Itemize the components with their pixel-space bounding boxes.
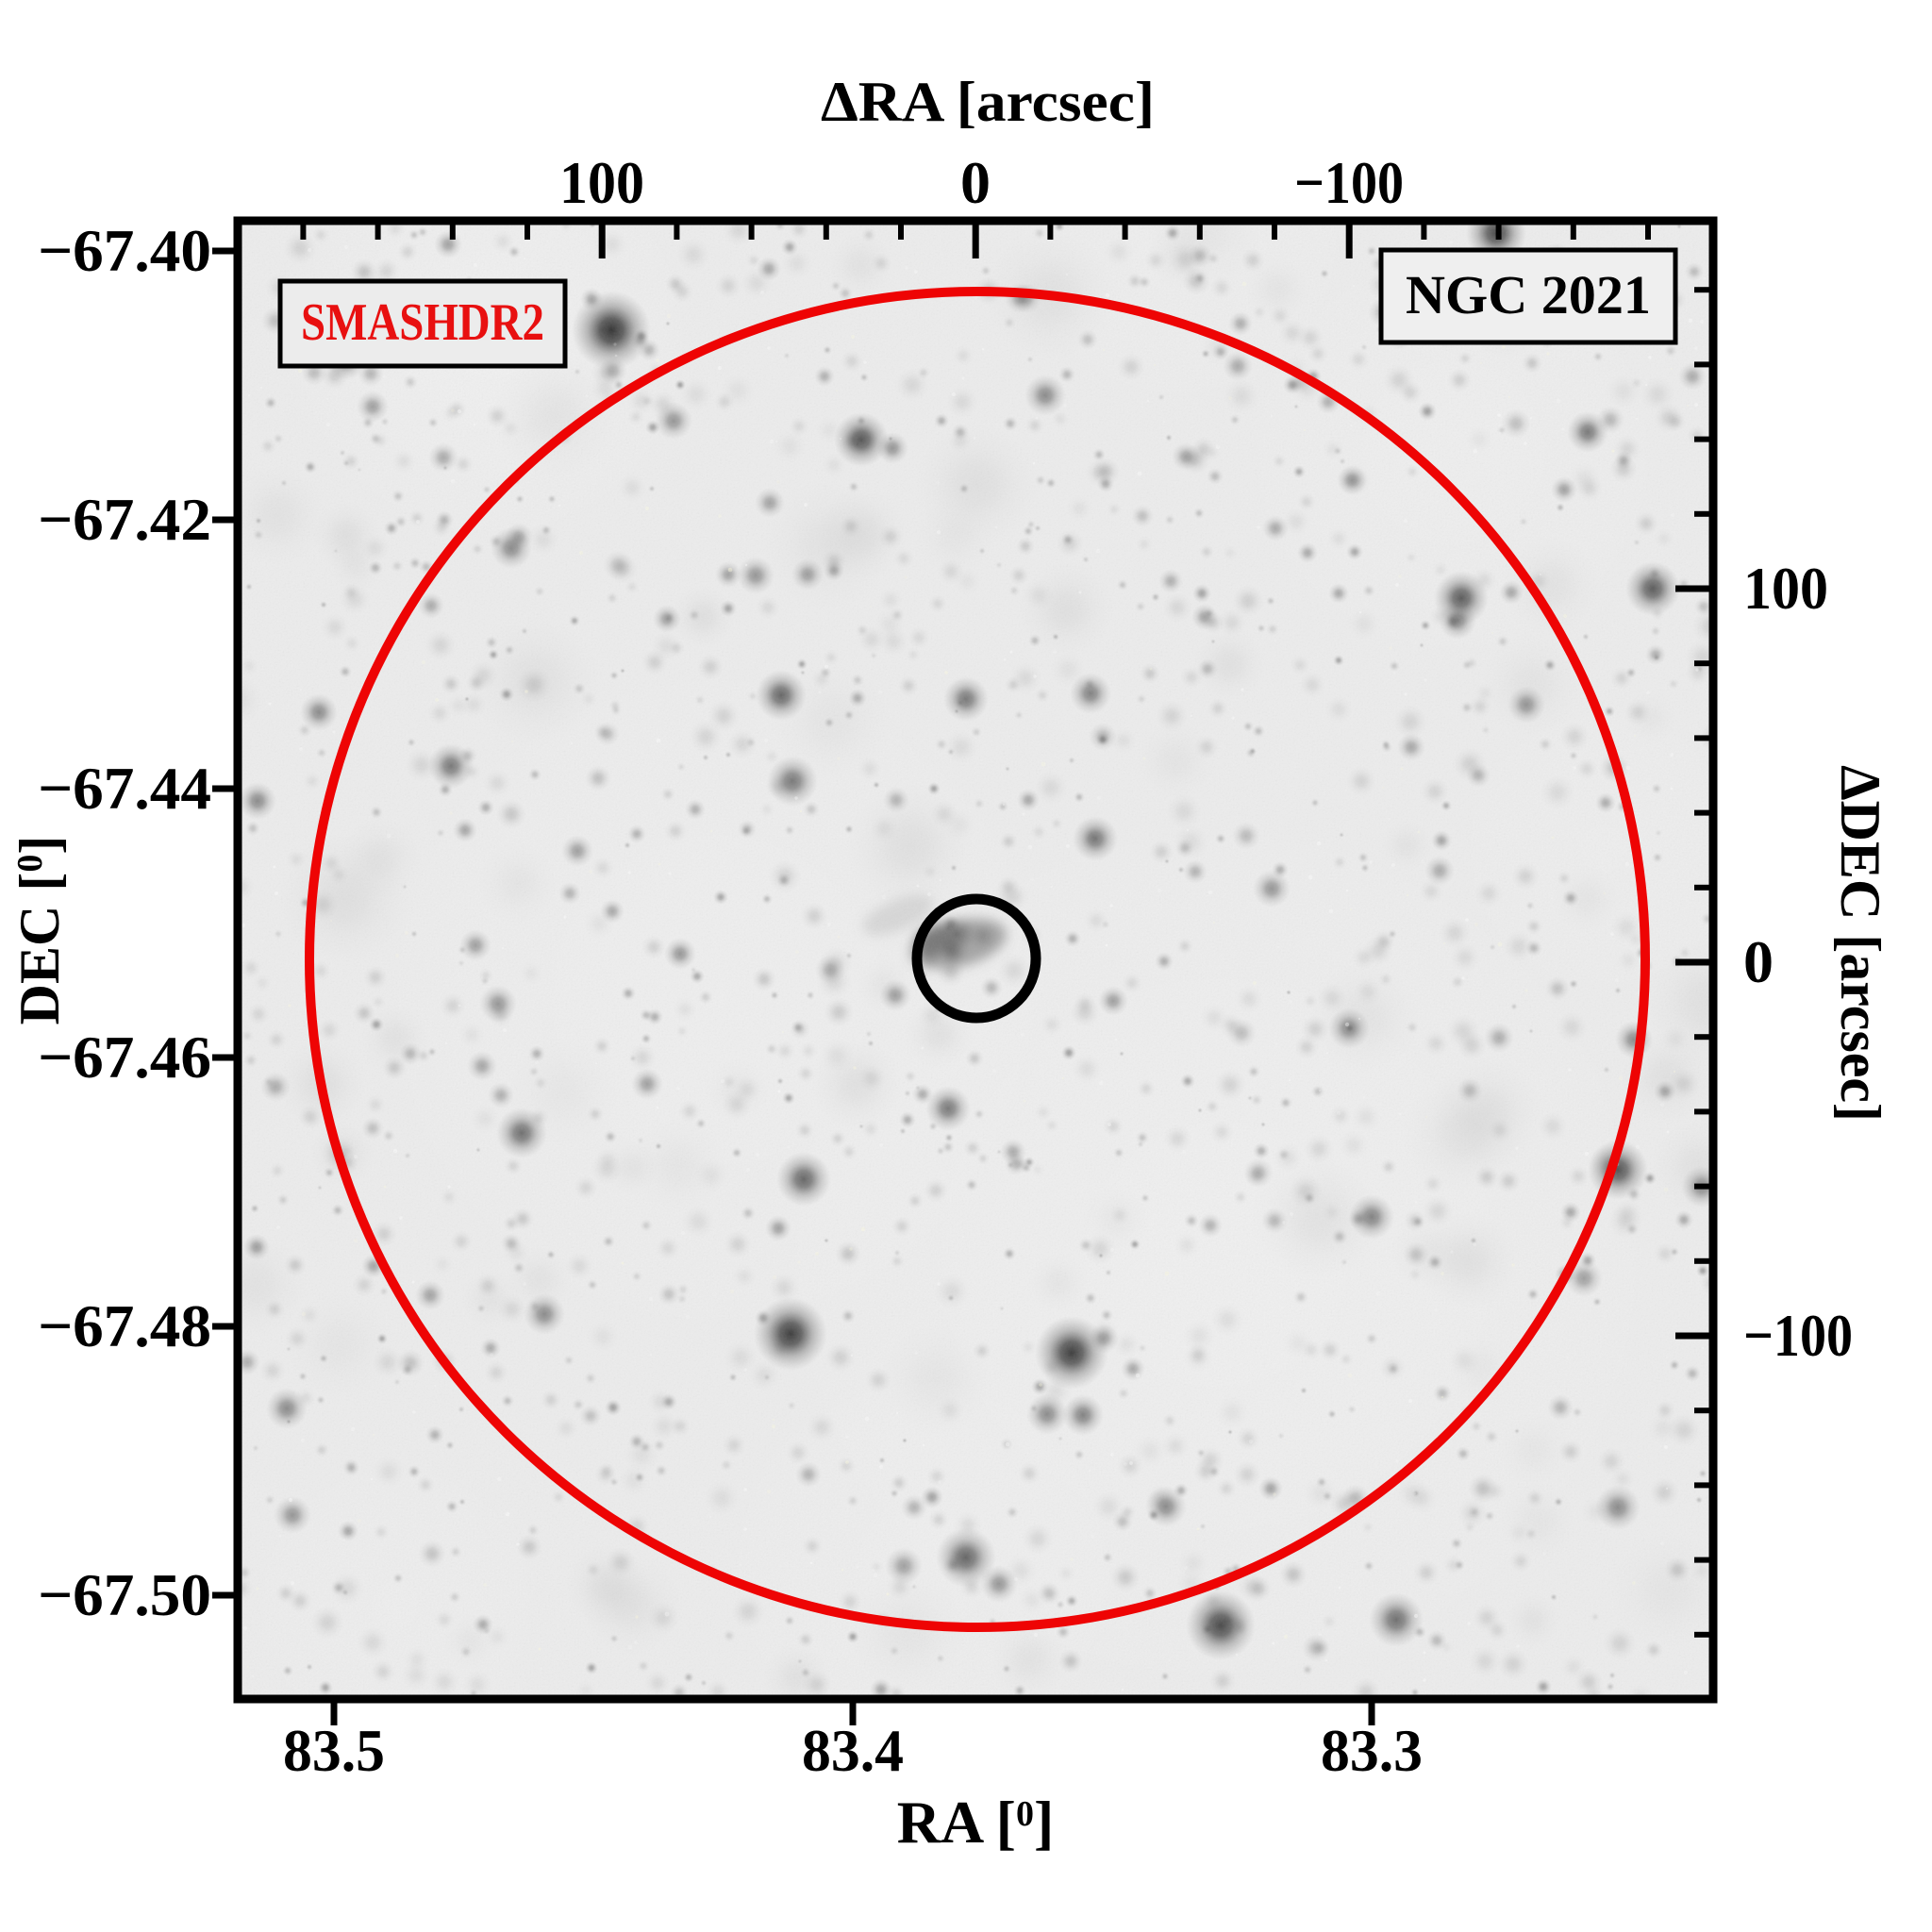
svg-text:ΔRA [arcsec]: ΔRA [arcsec] <box>821 71 1155 133</box>
svg-text:0: 0 <box>960 149 991 216</box>
svg-text:83.5: 83.5 <box>283 1717 385 1784</box>
svg-text:100: 100 <box>1743 555 1828 622</box>
svg-text:0: 0 <box>1743 928 1774 995</box>
svg-text:ΔDEC [arcsec]: ΔDEC [arcsec] <box>1829 765 1891 1122</box>
svg-text:−67.44: −67.44 <box>38 755 211 822</box>
svg-text:83.4: 83.4 <box>802 1717 904 1784</box>
svg-text:−67.48: −67.48 <box>38 1292 211 1359</box>
svg-text:100: 100 <box>559 149 644 216</box>
svg-text:NGC 2021: NGC 2021 <box>1406 264 1651 325</box>
svg-text:−100: −100 <box>1294 149 1404 216</box>
svg-text:SMASHDR2: SMASHDR2 <box>301 293 544 352</box>
svg-text:−67.50: −67.50 <box>38 1561 211 1628</box>
svg-text:DEC [0]: DEC [0] <box>8 836 71 1025</box>
svg-text:83.3: 83.3 <box>1321 1717 1423 1784</box>
svg-text:−67.42: −67.42 <box>38 486 211 553</box>
svg-text:−67.40: −67.40 <box>38 217 211 284</box>
svg-text:−100: −100 <box>1743 1302 1853 1369</box>
svg-text:−67.46: −67.46 <box>38 1024 211 1091</box>
svg-text:RA [0]: RA [0] <box>897 1789 1055 1856</box>
